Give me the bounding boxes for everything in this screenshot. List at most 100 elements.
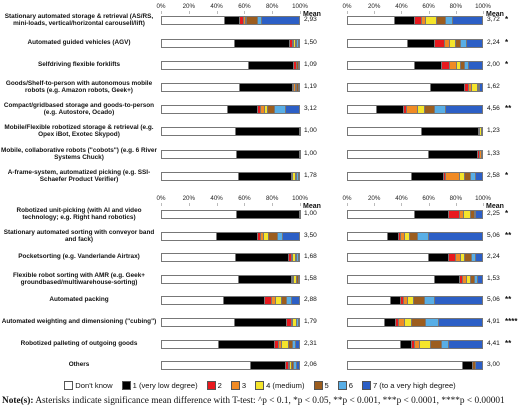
bar-segment (276, 295, 282, 305)
bar-segment (295, 82, 298, 92)
bar-segment (435, 104, 447, 114)
bar-segment (395, 317, 399, 327)
tick-mark (347, 11, 348, 14)
bar-segment (394, 15, 415, 25)
bar-segment (444, 38, 451, 48)
bar-segment (219, 339, 275, 349)
legend-label: 6 (348, 381, 353, 390)
bar-segment (295, 252, 298, 262)
legend-item: 3 (230, 381, 246, 390)
bar-segment (347, 38, 409, 48)
bar-segment (480, 126, 482, 136)
bar-segment (425, 317, 440, 327)
bar-segment (288, 252, 292, 262)
bar-segment (455, 252, 462, 262)
bar-segment (281, 295, 288, 305)
bar-segment (398, 231, 402, 241)
bar-segment (291, 252, 294, 262)
bar-segment (300, 126, 301, 136)
bar-segment (415, 15, 422, 25)
legend-label: 5 (324, 381, 329, 390)
bar-segment (462, 274, 467, 284)
mean-value: 1,23 (487, 127, 500, 134)
bar-segment (376, 104, 405, 114)
bar-segment (347, 149, 429, 159)
mean-value: 1,79 (304, 318, 317, 325)
bar-segment (298, 317, 300, 327)
bar-segment (274, 339, 280, 349)
bar-segment (279, 339, 282, 349)
x-tick-label: 80% (265, 195, 279, 202)
bar-segment (240, 82, 294, 92)
tick-mark (428, 11, 430, 14)
bar-segment (274, 104, 287, 114)
bar-segment (258, 104, 262, 114)
bar-segment (461, 38, 467, 48)
mean-value: 3,12 (304, 105, 317, 112)
bar-segment (406, 104, 418, 114)
bar-segment (390, 295, 402, 305)
bar-segment (293, 339, 296, 349)
bar-segment (291, 274, 294, 284)
bar-segment (398, 317, 406, 327)
bar-segment (470, 171, 477, 181)
tick-mark (401, 11, 403, 14)
bar-segment (428, 252, 449, 262)
bar-segment (477, 149, 481, 159)
bar-segment (245, 15, 248, 25)
x-tick-label: 60% (238, 3, 251, 10)
x-tick-label: 40% (395, 195, 408, 202)
tick-mark (188, 11, 190, 14)
significance-marker: * (505, 60, 509, 69)
tick-mark (272, 203, 274, 206)
x-tick-label: 0% (156, 3, 166, 10)
bar-segment (283, 231, 300, 241)
bar-segment (261, 231, 264, 241)
bar-segment (408, 295, 414, 305)
bar-segment (297, 274, 299, 284)
category-label: Robotized palleting of outgoing goods (20, 340, 138, 348)
bar-segment (293, 38, 295, 48)
mean-header: Mean (486, 11, 504, 18)
significance-marker: * (505, 38, 509, 47)
bar-segment (461, 252, 466, 262)
bar-segment (298, 82, 300, 92)
bar-segment (431, 339, 443, 349)
bar-segment (161, 82, 241, 92)
tick-mark (455, 11, 457, 14)
bar-segment (347, 274, 436, 284)
legend-swatch (313, 381, 323, 390)
mean-value: 3,50 (304, 232, 317, 239)
tick-mark (300, 11, 301, 14)
x-tick-label: 80% (265, 3, 279, 10)
bar-segment (421, 15, 426, 25)
bar-segment (236, 252, 289, 262)
category-label: Mobile/Flexible robotized storage & retr… (4, 123, 154, 138)
bar-segment (469, 82, 473, 92)
x-tick-label: 20% (367, 195, 381, 202)
bar-segment (476, 171, 483, 181)
bar-segment (446, 15, 454, 25)
bar-segment (435, 295, 483, 305)
bar-segment (387, 231, 399, 241)
bar-segment (238, 171, 292, 181)
bar-segment (300, 209, 301, 219)
bar-segment (161, 339, 220, 349)
x-tick-label: 20% (182, 3, 195, 10)
bar-segment (415, 60, 443, 70)
bar-segment (472, 82, 478, 92)
mean-value: 1,50 (304, 39, 317, 46)
mean-value: 5,06 (487, 232, 500, 239)
bar-segment (269, 231, 278, 241)
bar-segment (405, 231, 410, 241)
bar-segment (298, 38, 300, 48)
significance-marker: **** (505, 317, 518, 326)
x-tick-label: 40% (210, 3, 223, 10)
note-text: Asterisks indicate significance mean dif… (35, 396, 505, 406)
bar-segment (481, 149, 483, 159)
bar-segment (462, 360, 474, 370)
bar-segment (480, 82, 483, 92)
x-tick-label: 40% (210, 195, 223, 202)
bar-segment (347, 82, 432, 92)
